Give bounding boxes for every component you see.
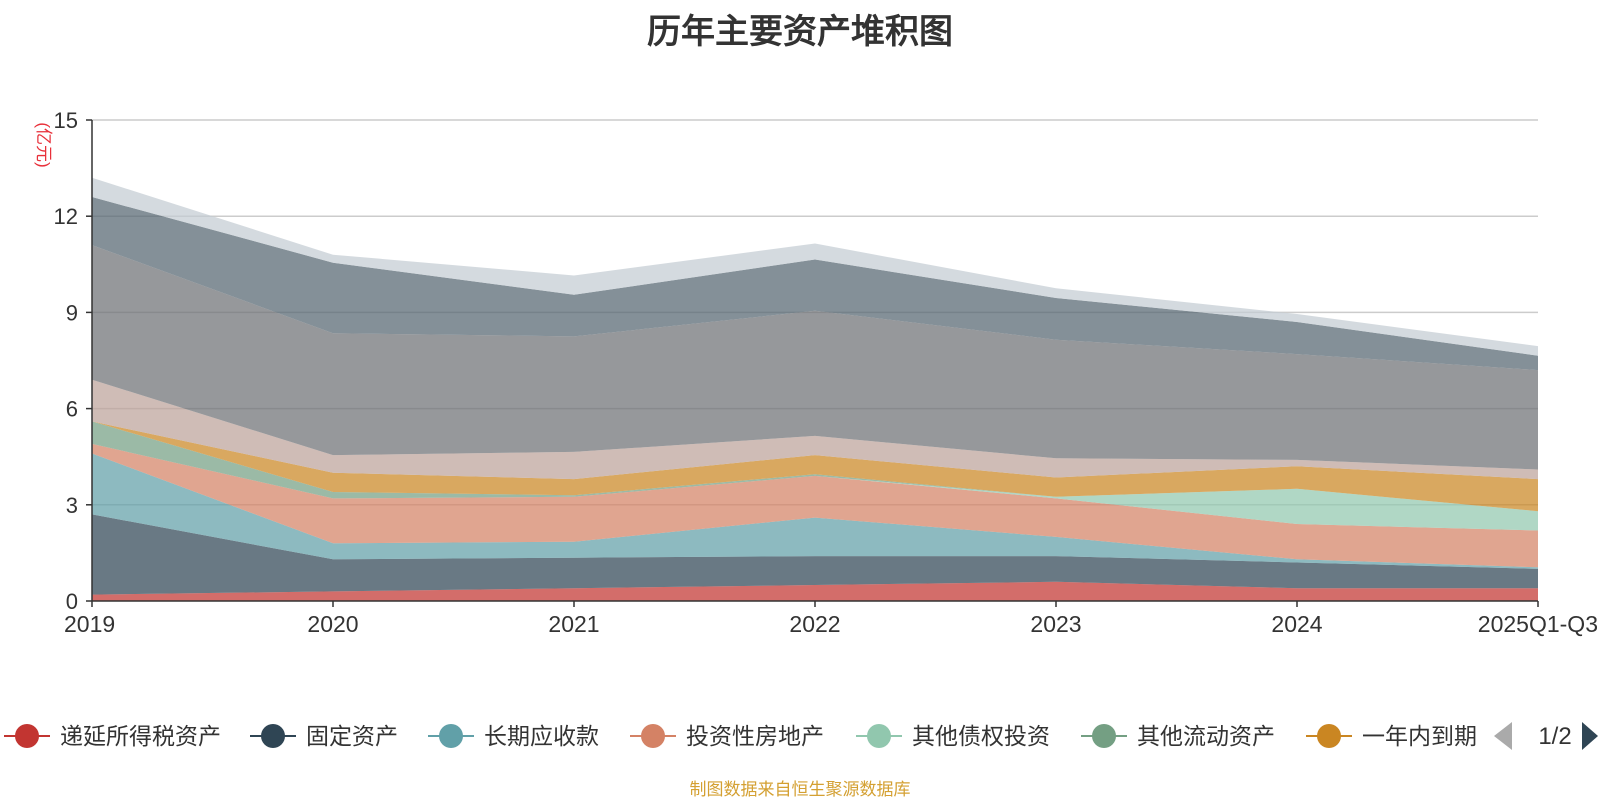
x-tick-label: 2024 [1271, 611, 1322, 637]
x-tick-label: 2019 [64, 611, 115, 637]
legend-label: 其他流动资产 [1137, 723, 1275, 749]
y-tick-label: 15 [54, 108, 78, 133]
area-series[interactable] [92, 197, 1538, 371]
legend-marker-icon [1317, 724, 1341, 748]
y-tick-label: 12 [54, 204, 78, 229]
legend-item[interactable]: 长期应收款 [428, 723, 599, 749]
y-tick-label: 9 [66, 300, 78, 325]
x-tick-label: 2020 [307, 611, 358, 637]
next-page-icon[interactable] [1582, 722, 1598, 750]
legend-marker-icon [867, 724, 891, 748]
area-series[interactable] [92, 581, 1538, 601]
legend-marker-icon [261, 724, 285, 748]
y-tick-label: 6 [66, 397, 78, 422]
legend-marker-icon [641, 724, 665, 748]
area-series [92, 177, 1538, 601]
legend-label: 其他债权投资 [912, 723, 1050, 749]
legend-label: 一年内到期 [1362, 723, 1477, 749]
area-series[interactable] [92, 514, 1538, 595]
x-tick-label: 2023 [1030, 611, 1081, 637]
legend-label: 递延所得税资产 [60, 723, 221, 749]
axes: 0 3 6 9 12 15 2019 2020 2021 2022 2023 2024 2025Q1-Q… [54, 108, 1598, 637]
legend-item[interactable]: 一年内到期 [1306, 723, 1477, 749]
legend-item[interactable]: 固定资产 [250, 723, 398, 749]
area-series[interactable] [92, 177, 1538, 356]
legend-marker-icon [439, 724, 463, 748]
x-tick-label: 2022 [789, 611, 840, 637]
source-note: 制图数据来自恒生聚源数据库 [689, 780, 911, 799]
x-tick-label: 2025Q1-Q3 [1478, 611, 1598, 637]
legend: 递延所得税资产 固定资产 长期应收款 投资性房地产 其他债权投资 其他流动资产 一年内到期 [4, 723, 1477, 749]
legend-marker-icon [1092, 724, 1116, 748]
legend-marker-icon [15, 724, 39, 748]
legend-item[interactable]: 其他债权投资 [856, 723, 1050, 749]
area-series[interactable] [92, 443, 1538, 568]
y-axis-unit-label: (亿元) [34, 122, 53, 167]
area-series[interactable] [92, 453, 1538, 569]
legend-item[interactable]: 投资性房地产 [630, 723, 824, 749]
y-tick-label: 3 [66, 493, 78, 518]
legend-item[interactable]: 递延所得税资产 [4, 723, 221, 749]
legend-item[interactable]: 其他流动资产 [1081, 723, 1275, 749]
chart-title: 历年主要资产堆积图 [647, 13, 953, 51]
prev-page-icon[interactable] [1494, 722, 1512, 750]
y-tick-label: 0 [66, 589, 78, 614]
area-series[interactable] [92, 379, 1538, 480]
legend-page-indicator: 1/2 [1538, 723, 1571, 750]
legend-label: 长期应收款 [484, 723, 599, 749]
area-series[interactable] [92, 443, 1538, 531]
x-tick-label: 2021 [548, 611, 599, 637]
area-series[interactable] [92, 421, 1538, 512]
legend-label: 固定资产 [306, 723, 398, 749]
area-series[interactable] [92, 245, 1538, 470]
legend-pager: 1/2 [1494, 722, 1598, 750]
legend-label: 投资性房地产 [686, 723, 824, 749]
